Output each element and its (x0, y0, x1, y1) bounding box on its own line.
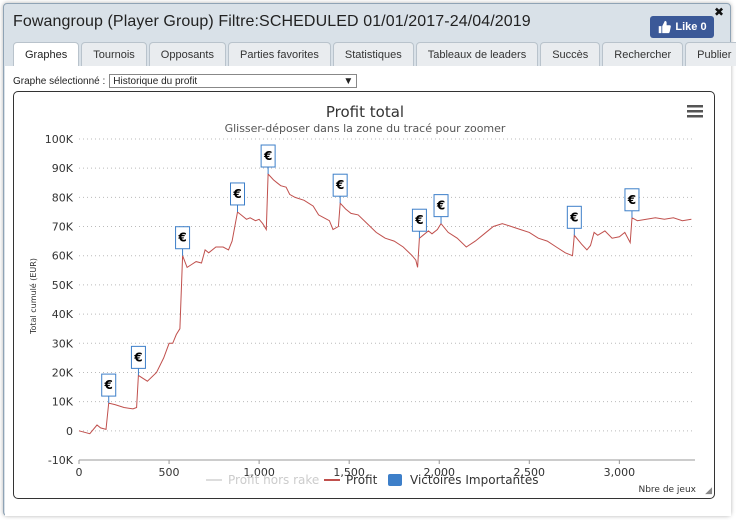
victory-flag: € (260, 144, 276, 175)
tab-succes[interactable]: Succès (540, 42, 601, 66)
euro-icon: € (569, 210, 578, 224)
euro-icon: € (627, 193, 636, 207)
x-tick-label: 500 (159, 466, 180, 479)
x-axis-label: Nbre de jeux (638, 485, 696, 495)
resize-handle-icon[interactable]: ◢ (705, 486, 712, 496)
x-tick-label: 3,000 (604, 466, 636, 479)
graph-select-label: Graphe sélectionné : (13, 75, 106, 87)
title-bar: Fowangroup (Player Group) Filtre:SCHEDUL… (4, 4, 730, 38)
victory-flag-box (411, 208, 427, 232)
profit-series-line (78, 172, 692, 435)
menu-icon[interactable] (687, 105, 703, 118)
y-tick-label: 30K (52, 337, 74, 350)
y-tick-label: 70K (52, 221, 74, 234)
victory-flags: € € € € € € € € € € (101, 144, 640, 404)
tab-rechercher[interactable]: Rechercher (602, 42, 684, 66)
victory-flag-box (433, 194, 449, 218)
victory-flag: € (175, 226, 191, 256)
victory-flag-box (230, 182, 246, 206)
report-window: Fowangroup (Player Group) Filtre:SCHEDUL… (3, 3, 736, 516)
window-title: Fowangroup (Player Group) Filtre:SCHEDUL… (13, 13, 531, 30)
euro-icon: € (335, 178, 344, 192)
legend-label: Profit (346, 473, 378, 487)
graph-select[interactable]: Historique du profit ▼ (109, 74, 358, 88)
y-tick-label: 100K (45, 133, 74, 146)
euro-icon: € (133, 350, 142, 364)
y-tick-label: 80K (52, 191, 74, 204)
victory-flag-box (130, 345, 146, 369)
victory-flag: € (433, 194, 449, 224)
euro-icon: € (104, 378, 113, 392)
victory-flag: € (332, 173, 348, 204)
victory-flag: € (566, 205, 582, 236)
tab-tableaux-de-leaders[interactable]: Tableaux de leaders (415, 42, 539, 66)
y-axis: -10K 0 10K 20K 30K 40K 50K 60K 70K 80K 90K 100K (45, 133, 74, 467)
x-tick-label: 0 (76, 466, 83, 479)
thumbs-up-icon (659, 20, 672, 34)
y-axis-label: Total cumulé (EUR) (28, 258, 38, 335)
like-label: Like 0 (675, 21, 707, 33)
victory-flag-box (260, 144, 276, 168)
x-tick-label: 2,000 (423, 466, 455, 479)
y-tick-label: 10K (52, 396, 74, 409)
x-tick-label: 1,500 (333, 466, 365, 479)
legend-item: Victoires Importantes (388, 473, 539, 487)
legend-label: Profit hors rake (228, 473, 319, 487)
y-tick-label: 60K (52, 250, 74, 263)
victory-flag: € (624, 188, 640, 218)
chart-title: Profit total (326, 103, 404, 121)
y-tick-label: 20K (52, 366, 74, 379)
victory-flag: € (230, 182, 246, 212)
y-tick-label: 40K (52, 308, 74, 321)
legend-item: Profit (324, 473, 378, 487)
legend-item: Profit hors rake (206, 473, 319, 487)
legend-label: Victoires Importantes (410, 473, 539, 487)
victory-flag-box (566, 205, 582, 229)
victory-flag: € (411, 208, 427, 239)
tab-publier[interactable]: Publier (685, 42, 736, 66)
victory-flag-box (624, 188, 640, 212)
euro-icon: € (414, 213, 423, 227)
victory-flag-box (332, 173, 348, 197)
tab-opposants[interactable]: Opposants (148, 42, 226, 66)
chart-subtitle: Glisser-déposer dans la zone du tracé po… (225, 122, 506, 135)
tab-content: Graphe sélectionné : Historique du profi… (5, 66, 731, 516)
y-tick-label: 0 (66, 425, 73, 438)
series-layer (78, 172, 692, 435)
tab-graphes[interactable]: Graphes (13, 42, 80, 67)
close-icon[interactable]: ✖ (714, 5, 725, 19)
chart-container[interactable]: -10K 0 10K 20K 30K 40K 50K 60K 70K 80K 90K 100K 0 50… (13, 91, 715, 499)
euro-icon: € (232, 187, 241, 201)
euro-icon: € (263, 149, 272, 163)
x-tick-label: 2,500 (514, 466, 546, 479)
x-axis: 0 500 1,000 1,500 2,000 2,500 3,000 (76, 459, 695, 479)
tab-statistiques[interactable]: Statistiques (332, 42, 414, 66)
facebook-like-button[interactable]: Like 0 (650, 16, 714, 38)
tab-tournois[interactable]: Tournois (81, 42, 147, 66)
dropdown-arrow-icon: ▼ (343, 75, 354, 87)
victory-flag-box (175, 226, 191, 250)
y-tick-label: 50K (52, 279, 74, 292)
chart-legend: Profit hors rake Profit Victoires Importan… (206, 473, 539, 487)
graph-select-row: Graphe sélectionné : Historique du profi… (13, 74, 358, 88)
tab-parties-favorites[interactable]: Parties favorites (227, 42, 331, 66)
euro-icon: € (436, 199, 445, 213)
victory-flag: € (101, 373, 117, 404)
euro-icon: € (177, 231, 186, 245)
tab-bar: Graphes Tournois Opposants Parties favor… (13, 42, 736, 67)
victory-flag: € (130, 345, 146, 376)
grid-lines (79, 138, 695, 461)
graph-select-value: Historique du profit (113, 75, 198, 87)
y-tick-label: -10K (48, 454, 74, 467)
y-tick-label: 90K (52, 162, 74, 175)
x-tick-label: 1,000 (243, 466, 275, 479)
legend-box-icon (388, 474, 402, 486)
victory-flag-box (101, 373, 117, 397)
